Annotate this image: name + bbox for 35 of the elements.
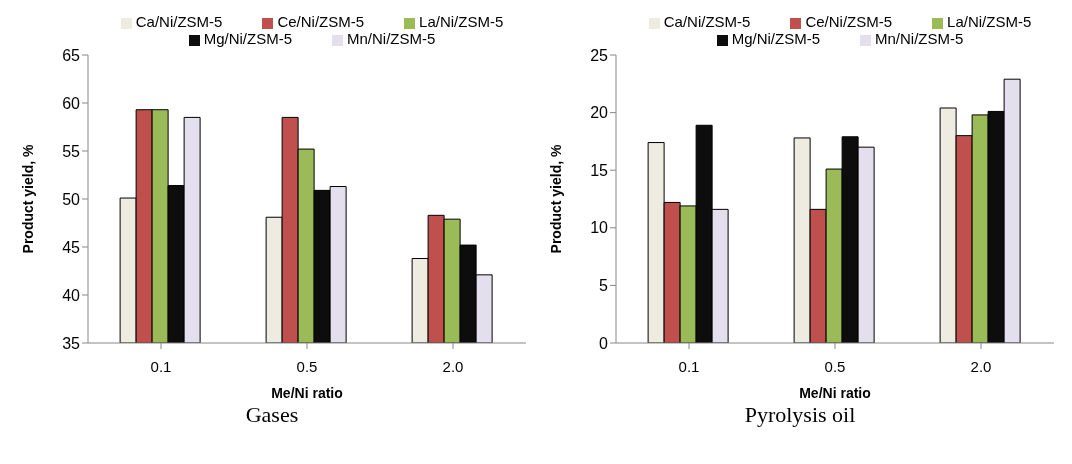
x-tick-label: 2.0 [442,357,464,375]
legend-label: La/Ni/ZSM-5 [419,13,504,30]
y-tick-label: 0 [599,334,609,352]
y-tick-label: 35 [62,334,81,352]
legend-label: Mg/Ni/ZSM-5 [731,30,820,47]
y-axis-title: Product yield, % [547,144,564,254]
y-tick-label: 5 [599,277,609,295]
legend-label: Ce/Ni/ZSM-5 [277,13,365,30]
legend-label: Ca/Ni/ZSM-5 [663,13,751,30]
x-tick-label: 2.0 [970,357,992,375]
y-tick-label: 20 [590,104,609,122]
x-tick-label: 0.5 [296,357,318,375]
y-tick-label: 65 [62,46,81,64]
text: Gases [244,402,300,428]
y-axis-title: Product yield, % [19,144,36,254]
x-tick-label: 0.5 [824,357,846,375]
x-axis-title: Me/Ni ratio [799,385,871,401]
legend-label: La/Ni/ZSM-5 [947,13,1032,30]
y-tick-label: 10 [590,219,609,237]
x-tick-label: 0.1 [678,357,700,375]
x-axis-title: Me/Ni ratio [271,385,343,401]
legend-label: Mn/Ni/ZSM-5 [875,30,964,47]
legend-label: Mn/Ni/ZSM-5 [347,30,436,47]
legend-label: Mg/Ni/ZSM-5 [203,30,292,47]
y-tick-label: 55 [62,142,81,160]
x-tick-label: 0.1 [150,357,172,375]
text: Pyrolysis oil [743,402,857,428]
y-tick-label: 45 [62,238,81,256]
y-tick-label: 15 [590,161,609,179]
y-tick-label: 40 [62,286,81,304]
y-tick-label: 25 [590,46,609,64]
legend-label: Ce/Ni/ZSM-5 [805,13,893,30]
y-tick-label: 50 [62,190,81,208]
y-tick-label: 60 [62,94,81,112]
legend-label: Ca/Ni/ZSM-5 [135,13,223,30]
